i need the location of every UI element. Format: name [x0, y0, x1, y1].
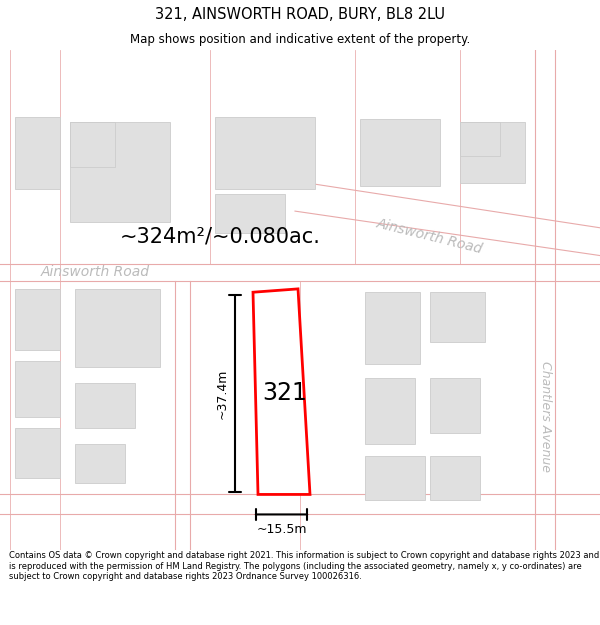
Bar: [15, 428, 60, 478]
Text: 321, AINSWORTH ROAD, BURY, BL8 2LU: 321, AINSWORTH ROAD, BURY, BL8 2LU: [155, 7, 445, 22]
Polygon shape: [253, 289, 310, 494]
Bar: [15, 117, 60, 189]
Bar: [430, 378, 480, 433]
Text: Ainsworth Road: Ainsworth Road: [41, 265, 149, 279]
Text: Map shows position and indicative extent of the property.: Map shows position and indicative extent…: [130, 34, 470, 46]
Bar: [75, 289, 160, 367]
Bar: [215, 117, 315, 189]
Bar: [460, 122, 500, 156]
Text: Chantlers Avenue: Chantlers Avenue: [539, 361, 551, 472]
Bar: [360, 119, 440, 186]
Text: ~37.4m: ~37.4m: [216, 368, 229, 419]
Bar: [75, 444, 125, 483]
Bar: [215, 194, 285, 233]
Bar: [70, 122, 115, 167]
Bar: [70, 122, 170, 222]
Text: 321: 321: [262, 381, 307, 404]
Text: ~324m²/~0.080ac.: ~324m²/~0.080ac.: [119, 227, 320, 247]
Text: Ainsworth Road: Ainsworth Road: [376, 217, 485, 257]
Bar: [430, 456, 480, 500]
Bar: [430, 292, 485, 342]
Bar: [365, 378, 415, 444]
Bar: [365, 456, 425, 500]
Bar: [15, 361, 60, 417]
Bar: [365, 292, 420, 364]
Text: ~15.5m: ~15.5m: [256, 523, 307, 536]
Bar: [75, 383, 135, 428]
Bar: [15, 289, 60, 350]
Text: Contains OS data © Crown copyright and database right 2021. This information is : Contains OS data © Crown copyright and d…: [9, 551, 599, 581]
Bar: [460, 122, 525, 183]
